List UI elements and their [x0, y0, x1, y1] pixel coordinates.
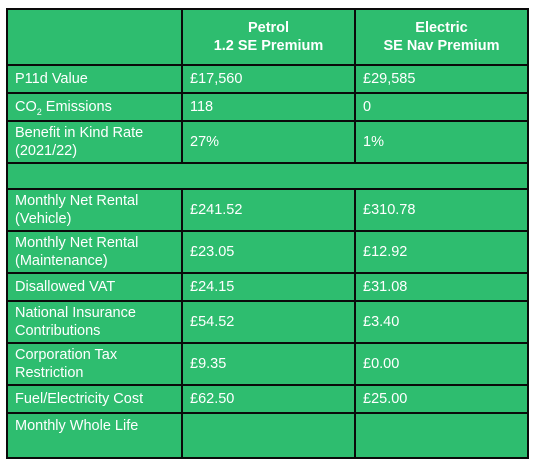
petrol-value: £62.50 — [181, 384, 356, 414]
row-label: National Insurance Contributions — [6, 300, 183, 344]
electric-value: 0 — [354, 92, 529, 122]
header-petrol-model: 1.2 SE Premium — [213, 38, 324, 54]
table-row-monthly-net-rental-maintenance: Monthly Net Rental (Maintenance) £23.05 … — [6, 230, 529, 274]
electric-value: £0.00 — [354, 342, 529, 386]
table-row-monthly-net-rental-vehicle: Monthly Net Rental (Vehicle) £241.52 £31… — [6, 188, 529, 232]
table-row-co2: CO2 Emissions 118 0 — [6, 92, 529, 122]
table-row-spacer — [6, 162, 529, 190]
petrol-value: £23.05 — [181, 230, 356, 274]
petrol-value: £54.52 — [181, 300, 356, 344]
header-empty-cell — [6, 8, 183, 66]
petrol-value: 118 — [181, 92, 356, 122]
electric-value: £3.40 — [354, 300, 529, 344]
electric-value: £12.92 — [354, 230, 529, 274]
row-label: Monthly Net Rental (Maintenance) — [6, 230, 183, 274]
row-label: Benefit in Kind Rate (2021/22) — [6, 120, 183, 164]
petrol-value: £17,560 — [181, 64, 356, 94]
header-electric-type: Electric — [415, 20, 468, 36]
table-row-national-insurance: National Insurance Contributions £54.52 … — [6, 300, 529, 344]
co2-label-prefix: CO — [15, 98, 37, 115]
row-label: Monthly Net Rental (Vehicle) — [6, 188, 183, 232]
petrol-value — [181, 412, 356, 459]
electric-value: £25.00 — [354, 384, 529, 414]
comparison-table: Petrol 1.2 SE Premium Electric SE Nav Pr… — [6, 8, 529, 459]
co2-label-subscript: 2 — [36, 106, 42, 117]
electric-value: £29,585 — [354, 64, 529, 94]
petrol-value: £241.52 — [181, 188, 356, 232]
row-label: P11d Value — [6, 64, 183, 94]
header-electric-model: SE Nav Premium — [383, 38, 500, 54]
header-petrol-type: Petrol — [247, 20, 290, 36]
row-label: Monthly Whole Life — [6, 412, 183, 459]
row-label: Corporation Tax Restriction — [6, 342, 183, 386]
table-row-bik: Benefit in Kind Rate (2021/22) 27% 1% — [6, 120, 529, 164]
row-label: CO2 Emissions — [6, 92, 183, 122]
petrol-value: £24.15 — [181, 272, 356, 302]
table-row-disallowed-vat: Disallowed VAT £24.15 £31.08 — [6, 272, 529, 302]
electric-value: 1% — [354, 120, 529, 164]
row-label: Fuel/Electricity Cost — [6, 384, 183, 414]
table-row-p11d: P11d Value £17,560 £29,585 — [6, 64, 529, 94]
petrol-value: 27% — [181, 120, 356, 164]
header-petrol: Petrol 1.2 SE Premium — [181, 8, 356, 66]
spacer-cell — [6, 162, 529, 190]
table-row-whole-life-partial: Monthly Whole Life — [6, 412, 529, 459]
header-row: Petrol 1.2 SE Premium Electric SE Nav Pr… — [6, 8, 529, 66]
electric-value — [354, 412, 529, 459]
electric-value: £310.78 — [354, 188, 529, 232]
row-label: Disallowed VAT — [6, 272, 183, 302]
table-row-fuel-cost: Fuel/Electricity Cost £62.50 £25.00 — [6, 384, 529, 414]
petrol-value: £9.35 — [181, 342, 356, 386]
co2-label-suffix: Emissions — [41, 98, 112, 115]
table-row-corporation-tax: Corporation Tax Restriction £9.35 £0.00 — [6, 342, 529, 386]
electric-value: £31.08 — [354, 272, 529, 302]
header-electric: Electric SE Nav Premium — [354, 8, 529, 66]
